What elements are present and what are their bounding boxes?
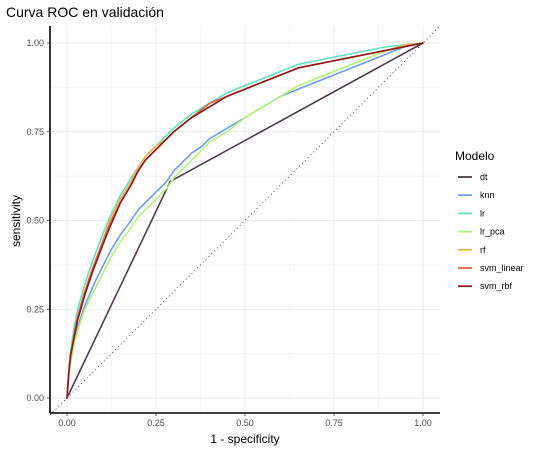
y-tick-labels: 0.00 0.25 0.50 0.75 1.00: [26, 38, 50, 403]
x-tick-label-1: 0.25: [147, 418, 165, 428]
legend-label-rf: rf: [480, 245, 486, 255]
series-line-knn: [66, 42, 424, 399]
x-tick-labels: 0.00 0.25 0.50 0.75 1.00: [58, 413, 432, 428]
series-line-lr: [66, 42, 424, 399]
x-axis-title: 1 - specificity: [210, 432, 279, 446]
legend-label-lr_pca: lr_pca: [480, 227, 505, 237]
x-tick-label-0: 0.00: [58, 418, 76, 428]
y-tick-label-0: 0.00: [26, 393, 44, 403]
grid: [50, 26, 440, 413]
legend-title: Modelo: [455, 149, 495, 163]
legend-label-dt: dt: [480, 172, 488, 182]
y-tick-label-1: 0.25: [26, 304, 44, 314]
series-line-svm_rbf: [66, 42, 424, 399]
series-line-dt: [66, 42, 424, 399]
legend-label-knn: knn: [480, 190, 495, 200]
x-tick-label-4: 1.00: [414, 418, 432, 428]
series-line-lr_pca: [66, 42, 424, 399]
y-tick-label-4: 1.00: [26, 38, 44, 48]
series-lines: [66, 42, 424, 399]
x-tick-label-2: 0.50: [236, 418, 254, 428]
legend-label-svm_rbf: svm_rbf: [480, 281, 513, 291]
x-tick-label-3: 0.75: [325, 418, 343, 428]
legend-label-svm_linear: svm_linear: [480, 263, 524, 273]
y-axis-title: sensitivity: [9, 195, 23, 247]
y-tick-label-2: 0.50: [26, 216, 44, 226]
legend-label-lr: lr: [480, 208, 485, 218]
y-tick-label-3: 0.75: [26, 127, 44, 137]
chart-title: Curva ROC en validación: [6, 4, 164, 20]
